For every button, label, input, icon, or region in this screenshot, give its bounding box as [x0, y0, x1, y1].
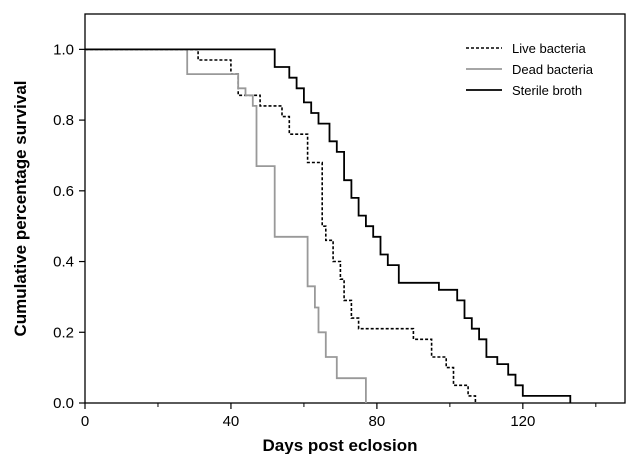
series-layer: [85, 48, 572, 403]
x-tick-label: 120: [510, 413, 535, 430]
legend-label: Sterile broth: [512, 83, 582, 98]
y-tick-label: 0.0: [53, 395, 74, 412]
y-tick-label: 0.8: [53, 112, 74, 129]
series-line-live-bacteria: [85, 48, 477, 403]
y-tick-label: 0.2: [53, 324, 74, 341]
y-tick-label: 0.4: [53, 254, 74, 271]
x-tick-label: 40: [223, 413, 240, 430]
legend: Live bacteria Dead bacteria Sterile broth: [466, 41, 594, 98]
plot-frame: [84, 13, 626, 404]
y-axis-title: Cumulative percentage survival: [11, 80, 30, 336]
legend-label: Live bacteria: [512, 41, 586, 56]
legend-label: Dead bacteria: [512, 62, 594, 77]
y-tick-label: 0.6: [53, 183, 74, 200]
series-line-dead-bacteria: [85, 48, 367, 403]
axes: 0 40 80 120 0.0 0.2 0.4 0.6 0.8 1.0: [53, 13, 626, 430]
x-tick-label: 0: [81, 413, 89, 430]
axis-labels: Days post eclosion Cumulative percentage…: [11, 80, 417, 454]
x-axis-title: Days post eclosion: [263, 436, 418, 454]
series-line-sterile-broth: [85, 48, 572, 403]
y-tick-label: 1.0: [53, 41, 74, 58]
x-tick-label: 80: [369, 413, 386, 430]
